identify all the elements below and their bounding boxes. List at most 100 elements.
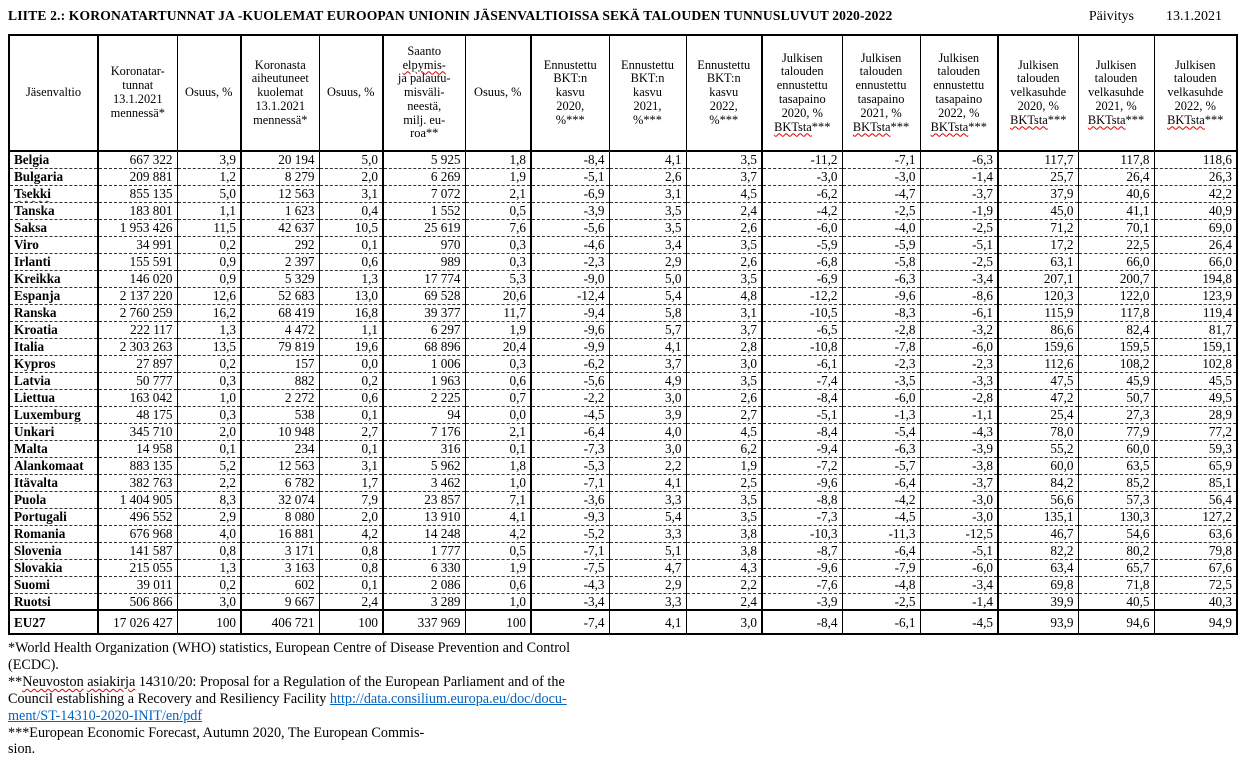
- country-row: Tanska 183 801 1,1 1 623 0,4 1 552 0,5 -3,9 3,5 2…: [8, 201, 1238, 219]
- col-header-cases-share: Osuus, %: [176, 34, 242, 152]
- value-cell: 10 948: [240, 422, 320, 440]
- value-cell: 1 552: [382, 201, 466, 219]
- country-name-cell: Romania: [8, 524, 99, 542]
- country-row: Unkari 345 710 2,0 10 948 2,7 7 176 2,1 -6,4 4,0…: [8, 422, 1238, 440]
- value-cell: 3,5: [685, 269, 763, 287]
- value-cell: 16,8: [318, 303, 384, 321]
- value-cell: 50 777: [97, 371, 178, 389]
- spellcheck-underline: BKTsta: [1167, 112, 1205, 127]
- value-cell: -3,9: [761, 592, 843, 610]
- value-cell: 0,4: [318, 201, 384, 219]
- consilium-link-line2[interactable]: ment/ST-14310-2020-INIT/en/pdf: [8, 707, 203, 724]
- country-row: Liettua 163 042 1,0 2 272 0,6 2 225 0,7 -2,2 3,0…: [8, 388, 1238, 406]
- value-cell: 40,9: [1153, 201, 1238, 219]
- value-cell: 72,5: [1153, 575, 1238, 593]
- country-name-cell: Alankomaat: [8, 456, 99, 474]
- update-date: 13.1.2021: [1166, 9, 1222, 24]
- col-header-debt-2022: Julkisen talouden velkasuhde 2022, % BKT…: [1153, 34, 1238, 152]
- value-cell: -6,9: [761, 269, 843, 287]
- value-cell: -3,8: [919, 456, 999, 474]
- value-cell: 4,2: [464, 524, 532, 542]
- country-name-cell: Saksa: [8, 218, 99, 236]
- country-row: Irlanti 155 591 0,9 2 397 0,6 989 0,3 -2,3 2,9 2,…: [8, 252, 1238, 270]
- value-cell: -6,1: [761, 354, 843, 372]
- col-header-balance-2022: Julkisen talouden ennustettu tasapaino 2…: [919, 34, 999, 152]
- value-cell: 66,0: [1153, 252, 1238, 270]
- value-cell: 141 587: [97, 541, 178, 559]
- value-cell: 3,5: [685, 371, 763, 389]
- value-cell: 0,0: [318, 354, 384, 372]
- value-cell: 5,4: [608, 507, 687, 525]
- value-cell: -5,1: [919, 541, 999, 559]
- value-cell: 77,9: [1077, 422, 1155, 440]
- value-cell: 17 026 427: [97, 609, 178, 634]
- value-cell: -6,0: [841, 388, 921, 406]
- country-name-cell: Slovenia: [8, 541, 99, 559]
- value-cell: -3,0: [919, 507, 999, 525]
- country-name-cell: Unkari: [8, 422, 99, 440]
- value-cell: 94,9: [1153, 609, 1238, 634]
- value-cell: 6 297: [382, 320, 466, 338]
- value-cell: 2,9: [176, 507, 242, 525]
- value-cell: 5,2: [176, 456, 242, 474]
- value-cell: 11,5: [176, 218, 242, 236]
- value-cell: 5,0: [608, 269, 687, 287]
- value-cell: 19,6: [318, 337, 384, 355]
- value-cell: 60,0: [997, 456, 1079, 474]
- value-cell: 5,7: [608, 320, 687, 338]
- value-cell: 20 194: [240, 151, 320, 168]
- col-header-rrf-allocation: Saanto elpymis- ja palautu- misväli- nee…: [382, 34, 466, 152]
- value-cell: -12,5: [919, 524, 999, 542]
- value-cell: 41,1: [1077, 201, 1155, 219]
- value-cell: 1 777: [382, 541, 466, 559]
- title-bar: LIITE 2.: KORONATARTUNNAT JA -KUOLEMAT E…: [8, 8, 1236, 25]
- value-cell: -3,6: [530, 490, 610, 508]
- value-cell: -2,3: [530, 252, 610, 270]
- value-cell: 26,4: [1077, 167, 1155, 185]
- value-cell: 123,9: [1153, 286, 1238, 304]
- country-name-cell: Belgia: [8, 151, 99, 168]
- value-cell: -9,6: [761, 558, 843, 576]
- value-cell: -10,5: [761, 303, 843, 321]
- value-cell: 93,9: [997, 609, 1079, 634]
- footnote-council-line2-text: Council establishing a Recovery and Resi…: [8, 690, 330, 707]
- country-name-cell: Portugali: [8, 507, 99, 525]
- value-cell: 4,7: [608, 558, 687, 576]
- value-cell: 1,9: [464, 558, 532, 576]
- value-cell: -6,2: [761, 184, 843, 202]
- value-cell: -7,3: [530, 439, 610, 457]
- value-cell: 855 135: [97, 184, 178, 202]
- value-cell: 11,7: [464, 303, 532, 321]
- value-cell: -4,5: [530, 405, 610, 423]
- value-cell: 4,2: [318, 524, 384, 542]
- value-cell: 65,7: [1077, 558, 1155, 576]
- value-cell: 4,1: [608, 151, 687, 168]
- value-cell: 4,0: [176, 524, 242, 542]
- value-cell: 1,0: [464, 592, 532, 610]
- value-cell: 77,2: [1153, 422, 1238, 440]
- total-row: EU27 17 026 427 100 406 721 100 337 969 100 -7,…: [8, 609, 1238, 634]
- value-cell: 146 020: [97, 269, 178, 287]
- value-cell: 7,1: [464, 490, 532, 508]
- country-row: Itävalta 382 763 2,2 6 782 1,7 3 462 1,0 -7,1 4,…: [8, 473, 1238, 491]
- country-row: Belgia 667 322 3,9 20 194 5,0 5 925 1,8 -8,4 4,1…: [8, 151, 1238, 168]
- value-cell: 3,5: [685, 235, 763, 253]
- value-cell: 120,3: [997, 286, 1079, 304]
- table-body: Belgia 667 322 3,9 20 194 5,0 5 925 1,8 -8,4 4,1…: [8, 151, 1238, 634]
- country-row: Luxemburg 48 175 0,3 538 0,1 94 0,0 -4,5 3,9 2,7-…: [8, 405, 1238, 423]
- country-row: Kroatia 222 117 1,3 4 472 1,1 6 297 1,9 -9,6 5,7…: [8, 320, 1238, 338]
- consilium-link-line1[interactable]: http://data.consilium.europa.eu/doc/docu…: [329, 690, 567, 707]
- value-cell: 6,2: [685, 439, 763, 457]
- value-cell: 0,5: [464, 541, 532, 559]
- value-cell: -11,2: [761, 151, 843, 168]
- value-cell: 1,1: [176, 201, 242, 219]
- value-cell: 8 080: [240, 507, 320, 525]
- value-cell: 159,6: [997, 337, 1079, 355]
- value-cell: 17,2: [997, 235, 1079, 253]
- value-cell: 8,3: [176, 490, 242, 508]
- value-cell: -9,3: [530, 507, 610, 525]
- value-cell: -3,4: [530, 592, 610, 610]
- value-cell: 970: [382, 235, 466, 253]
- value-cell: 2,7: [318, 422, 384, 440]
- value-cell: 382 763: [97, 473, 178, 491]
